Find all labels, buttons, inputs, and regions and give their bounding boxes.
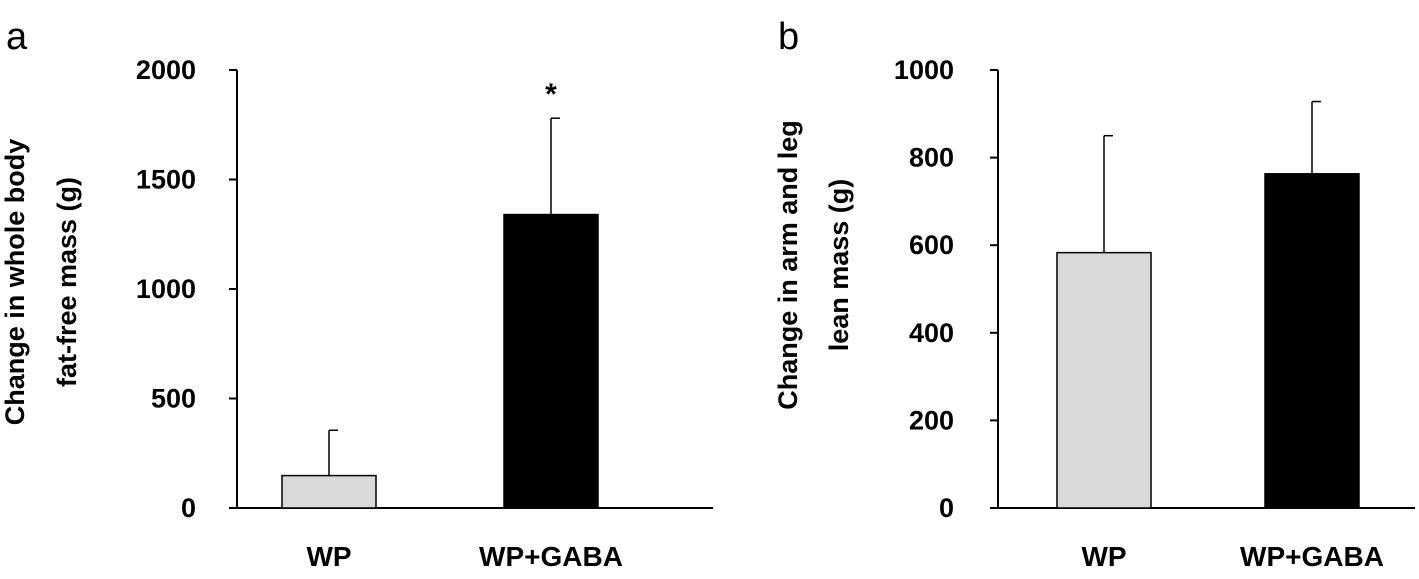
y-tick-label: 200 [909,405,954,435]
y-tick-label: 1000 [894,55,954,85]
significance-marker: * [545,78,557,111]
category-label: WP [306,541,351,572]
bar-wp-gaba [503,213,599,509]
panel-label: b [778,16,799,58]
y-tick-label: 2000 [136,55,196,85]
y-axis-title: lean mass (g) [824,179,854,352]
y-tick-label: 800 [909,143,954,173]
bar-wp [281,474,377,509]
category-label: WP [1081,541,1126,572]
y-axis-title: fat-free mass (g) [52,177,82,387]
y-tick-label: 0 [939,493,954,523]
y-tick-label: 1000 [136,274,196,304]
y-tick-label: 500 [151,384,196,414]
y-tick-label: 600 [909,230,954,260]
category-label: WP+GABA [479,541,623,572]
y-axis-title: Change in whole body [0,139,30,426]
chart-panel-a: a 0 500 1000 1500 2000 WP WP+GABA * Change in who… [0,16,713,572]
category-label: WP+GABA [1240,541,1384,572]
panel-label: a [6,16,28,58]
y-tick-label: 0 [181,493,196,523]
chart-panel-b: b 0 200 400 600 800 1000 WP WP+GABA Change in arm… [773,16,1415,572]
y-tick-label: 400 [909,318,954,348]
y-tick-label: 1500 [136,165,196,195]
bar-wp-gaba [1264,173,1360,509]
y-axis-title: Change in arm and leg [773,120,803,410]
bar-wp [1056,251,1152,509]
